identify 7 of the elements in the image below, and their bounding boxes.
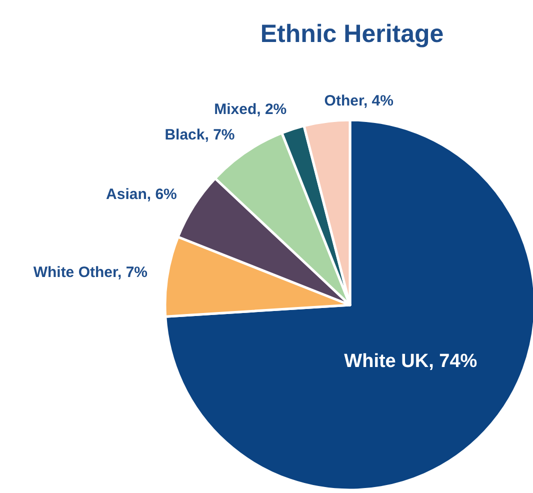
slice-label: Asian, 6% xyxy=(106,186,177,204)
slice-label: Black, 7% xyxy=(164,126,235,144)
slice-label: Mixed, 2% xyxy=(214,101,287,118)
chart-title: Ethnic Heritage xyxy=(260,20,444,48)
slice-label: White UK, 74% xyxy=(344,351,478,372)
slice-label: Other, 4% xyxy=(324,92,394,110)
slice-label: White Other, 7% xyxy=(33,264,148,281)
